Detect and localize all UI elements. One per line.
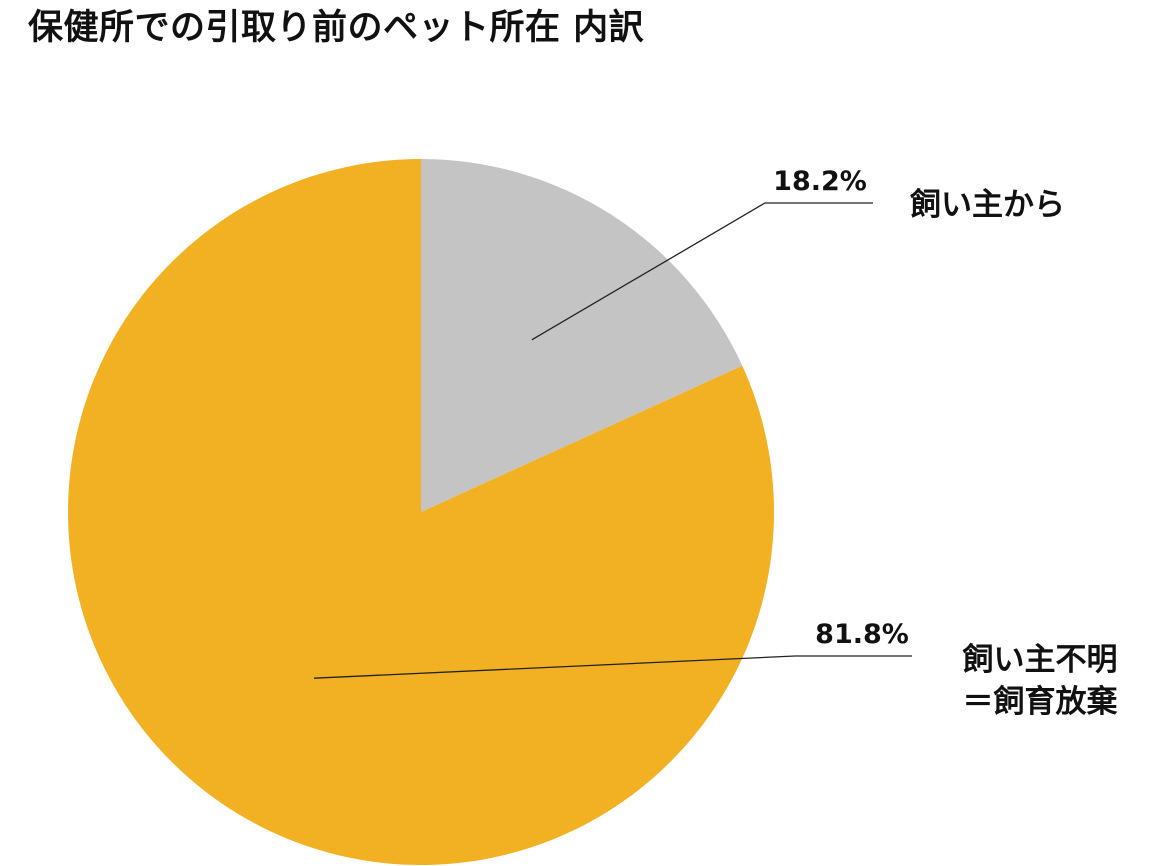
leader-line-1 [531,202,873,341]
pie-labels: 18.2% 飼い主から 81.8% 飼い主不明 ＝飼育放棄 [313,166,1118,720]
pie-slice-1 [421,159,743,512]
leader-line-2 [313,655,912,679]
pie-slices [68,159,775,865]
slice-category-label: ＝飼育放棄 [963,684,1118,720]
slice-value-label: 81.8% [815,619,909,650]
chart-title: 保健所での引取り前のペット所在 内訳 [28,8,645,48]
slice-value-label: 18.2% [773,166,867,197]
pie-slice-2 [68,159,775,865]
slice-category-label: 飼い主不明 [963,642,1118,678]
slice-category-label: 飼い主から [910,187,1065,223]
